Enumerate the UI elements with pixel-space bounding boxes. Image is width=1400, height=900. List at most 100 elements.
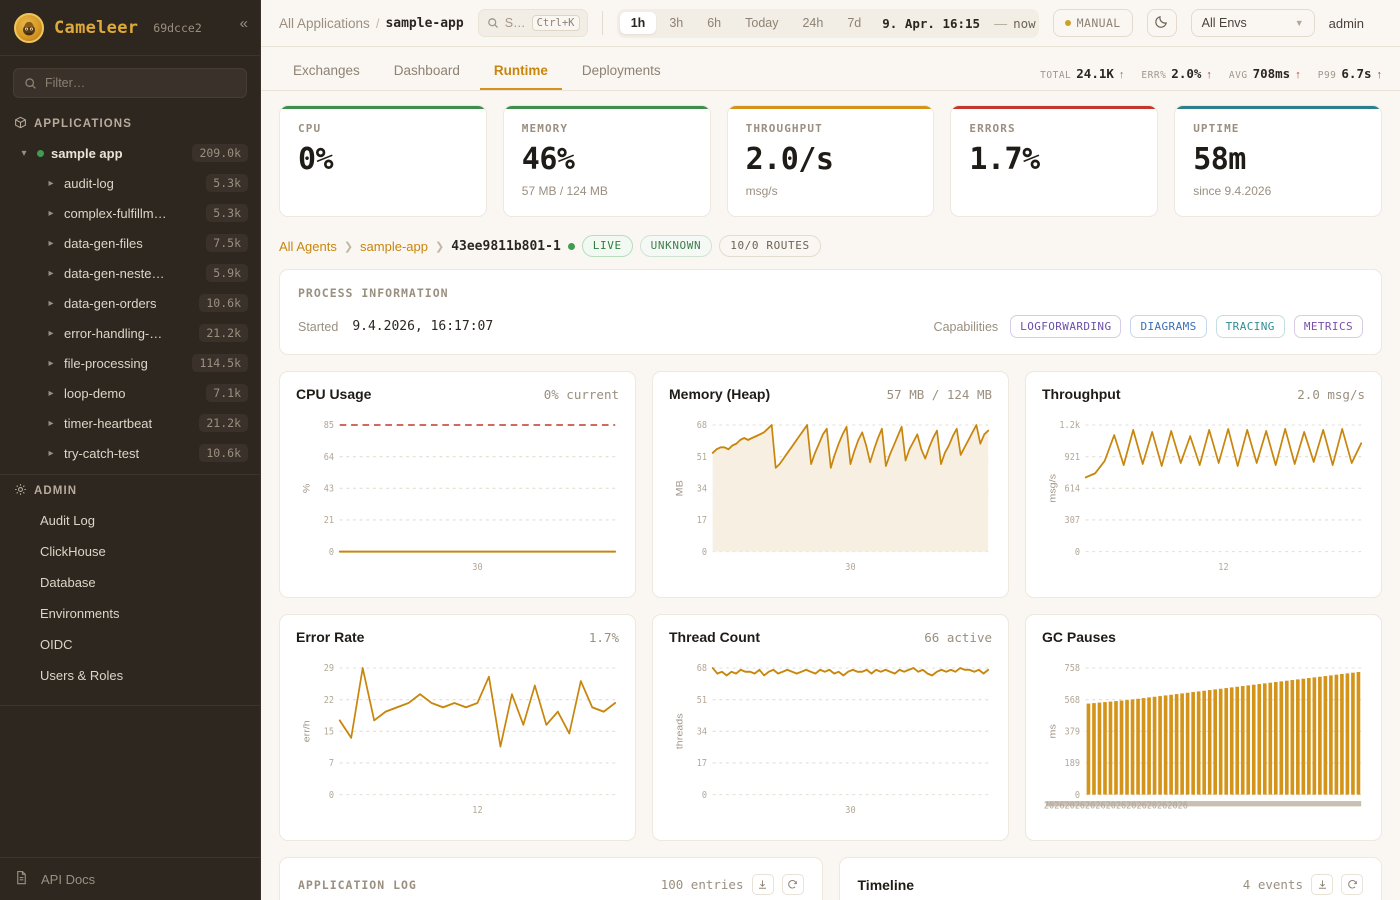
agent-all-agents-link[interactable]: All Agents <box>279 238 337 254</box>
kpi-sub: 57 MB / 124 MB <box>521 184 608 198</box>
arrow-up-icon: ↑ <box>1206 69 1212 81</box>
sidebar-route-count: 5.3k <box>206 174 248 192</box>
sidebar-route-label: try-catch-test <box>64 445 140 461</box>
sidebar-route-item[interactable]: ▸ complex-fulfillm… 5.3k <box>0 198 260 228</box>
sidebar-route-label: loop-demo <box>64 385 126 401</box>
sidebar: Cameleer 69dcce2 « APPLICATIONS ▾ sample… <box>0 0 261 900</box>
chevron-right-icon: ▸ <box>48 327 54 339</box>
agent-app-link[interactable]: sample-app <box>360 238 428 254</box>
stat-err-value: 2.0% <box>1171 66 1202 81</box>
chart-title: GC Pauses <box>1042 629 1116 646</box>
application-log-title: APPLICATION LOG <box>298 877 417 892</box>
sidebar-route-item[interactable]: ▸ data-gen-files 7.5k <box>0 228 260 258</box>
sidebar-route-item[interactable]: ▸ loop-demo 7.1k <box>0 378 260 408</box>
timeline-header: Timeline 4 events <box>857 874 1363 896</box>
time-range-from[interactable]: 9. Apr. 16:15 <box>882 15 981 31</box>
svg-text:0: 0 <box>702 548 707 559</box>
sidebar-route-item[interactable]: ▸ audit-log 5.3k <box>0 168 260 198</box>
filter-box[interactable] <box>13 68 247 98</box>
time-range-3h[interactable]: 3h <box>669 16 684 30</box>
chart-meta: 57 MB / 124 MB <box>886 387 992 403</box>
stat-p99: P99 6.7s ↑ <box>1318 66 1382 81</box>
theme-toggle-button[interactable] <box>1146 9 1177 37</box>
refresh-icon[interactable] <box>781 874 804 896</box>
time-range-1h[interactable]: 1h <box>619 12 657 34</box>
sidebar-item-audit-log[interactable]: Audit Log <box>40 513 95 528</box>
time-range-today[interactable]: Today <box>745 16 779 30</box>
cameleer-logo-icon <box>14 12 44 43</box>
stat-err-label: ERR% <box>1141 70 1167 81</box>
chart-card-error-rate: Error Rate 1.7% 0 7 15 22 29 err/h 12 <box>279 614 636 842</box>
chart-plot-thread-count: 0 17 34 51 68 threads 30 <box>669 653 992 830</box>
search-icon <box>487 17 499 29</box>
sidebar-route-item[interactable]: ▸ data-gen-neste… 5.9k <box>0 258 260 288</box>
tab-exchanges[interactable]: Exchanges <box>293 62 360 78</box>
kpi-value: 1.7% <box>969 142 1040 177</box>
applications-section-header: APPLICATIONS <box>0 108 260 138</box>
sidebar-item-api-docs[interactable]: API Docs <box>0 857 260 900</box>
download-icon[interactable] <box>751 874 774 896</box>
sidebar-divider-bottom <box>0 705 260 706</box>
sidebar-route-label: error-handling-… <box>64 325 163 341</box>
timeline-title: Timeline <box>857 876 915 893</box>
kpi-sub: msg/s <box>745 184 778 198</box>
chart-header: CPU Usage 0% current <box>296 386 619 402</box>
tab-deployments[interactable]: Deployments <box>581 62 661 78</box>
refresh-mode-button[interactable]: MANUAL <box>1052 9 1133 37</box>
sidebar-item-users-roles[interactable]: Users & Roles <box>40 668 124 683</box>
charts-row-2: Error Rate 1.7% 0 7 15 22 29 err/h 12 Thread C… <box>279 614 1382 842</box>
sidebar-route-item[interactable]: ▸ error-handling-… 21.2k <box>0 318 260 348</box>
time-range-6h[interactable]: 6h <box>707 16 722 30</box>
svg-text:43: 43 <box>324 484 334 495</box>
tab-runtime[interactable]: Runtime <box>479 63 562 90</box>
timeline-actions: 4 events <box>1243 874 1363 896</box>
download-icon[interactable] <box>1311 874 1333 896</box>
svg-text:379: 379 <box>1065 727 1080 738</box>
admin-section-label: ADMIN <box>34 485 78 497</box>
time-range-to[interactable]: now <box>1013 15 1036 31</box>
runtime-content: CPU 0% MEMORY 46% 57 MB / 124 MB THROUGH… <box>261 91 1400 900</box>
environment-select[interactable]: All Envs ▼ <box>1190 9 1315 37</box>
sidebar-route-item[interactable]: ▸ try-catch-test 10.6k <box>0 438 260 468</box>
svg-text:2026202620262026202620262026: 2026202620262026202620262026 <box>1044 801 1188 812</box>
api-docs-label: API Docs <box>41 871 96 887</box>
sidebar-item-label: sample app <box>51 145 123 161</box>
chart-title: Memory (Heap) <box>669 386 771 403</box>
sidebar-item-environments[interactable]: Environments <box>40 606 120 621</box>
filter-input[interactable] <box>45 76 236 90</box>
kpi-card-cpu: CPU 0% <box>279 105 487 217</box>
user-menu[interactable]: admin <box>1328 15 1365 31</box>
capability-tracing: TRACING <box>1215 315 1285 339</box>
sidebar-item-database[interactable]: Database <box>40 575 96 590</box>
sidebar-route-item[interactable]: ▸ file-processing 114.5k <box>0 348 260 378</box>
chevron-down-icon: ▾ <box>21 147 27 159</box>
svg-text:1.2k: 1.2k <box>1059 421 1080 432</box>
time-range-7d[interactable]: 7d <box>847 16 862 30</box>
search-box[interactable]: S… Ctrl+K <box>477 9 588 37</box>
time-range-24h[interactable]: 24h <box>802 16 824 30</box>
sidebar-item-sample-app[interactable]: ▾ sample app 209.0k <box>0 138 260 168</box>
chart-plot-cpu: 0 21 43 64 85% 30 <box>296 410 619 587</box>
tab-dashboard[interactable]: Dashboard <box>393 62 460 78</box>
admin-section-header: ADMIN <box>0 475 260 505</box>
chart-meta: 2.0 msg/s <box>1297 387 1365 403</box>
sidebar-item-clickhouse[interactable]: ClickHouse <box>40 544 106 559</box>
chart-title: Error Rate <box>296 629 365 646</box>
kpi-label: CPU <box>298 122 322 135</box>
svg-text:0: 0 <box>702 791 707 802</box>
sidebar-route-count: 114.5k <box>192 354 248 372</box>
svg-text:12: 12 <box>472 806 482 817</box>
application-log-actions: 100 entries <box>661 874 804 896</box>
svg-text:17: 17 <box>697 516 707 527</box>
svg-text:85: 85 <box>324 421 334 432</box>
refresh-icon[interactable] <box>1341 874 1363 896</box>
sidebar-route-item[interactable]: ▸ data-gen-orders 10.6k <box>0 288 260 318</box>
kpi-value: 0% <box>298 142 334 177</box>
sidebar-route-count: 10.6k <box>199 294 248 312</box>
chevrons-left-icon[interactable]: « <box>239 15 248 32</box>
sidebar-item-oidc[interactable]: OIDC <box>40 637 73 652</box>
sidebar-route-item[interactable]: ▸ timer-heartbeat 21.2k <box>0 408 260 438</box>
breadcrumb-all-applications[interactable]: All Applications <box>279 15 370 31</box>
stat-p99-value: 6.7s <box>1341 66 1372 81</box>
